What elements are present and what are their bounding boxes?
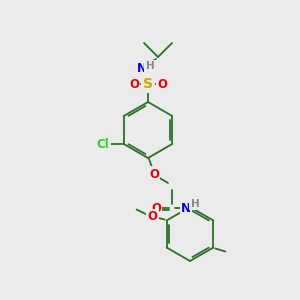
Text: H: H	[190, 199, 200, 209]
Text: Cl: Cl	[96, 137, 109, 151]
Text: N: N	[181, 202, 191, 214]
Text: N: N	[137, 62, 147, 76]
Text: S: S	[143, 77, 153, 91]
Text: O: O	[149, 167, 159, 181]
Text: O: O	[148, 210, 158, 223]
Text: H: H	[146, 61, 154, 71]
Text: O: O	[129, 77, 139, 91]
Text: O: O	[151, 202, 161, 214]
Text: O: O	[157, 77, 167, 91]
